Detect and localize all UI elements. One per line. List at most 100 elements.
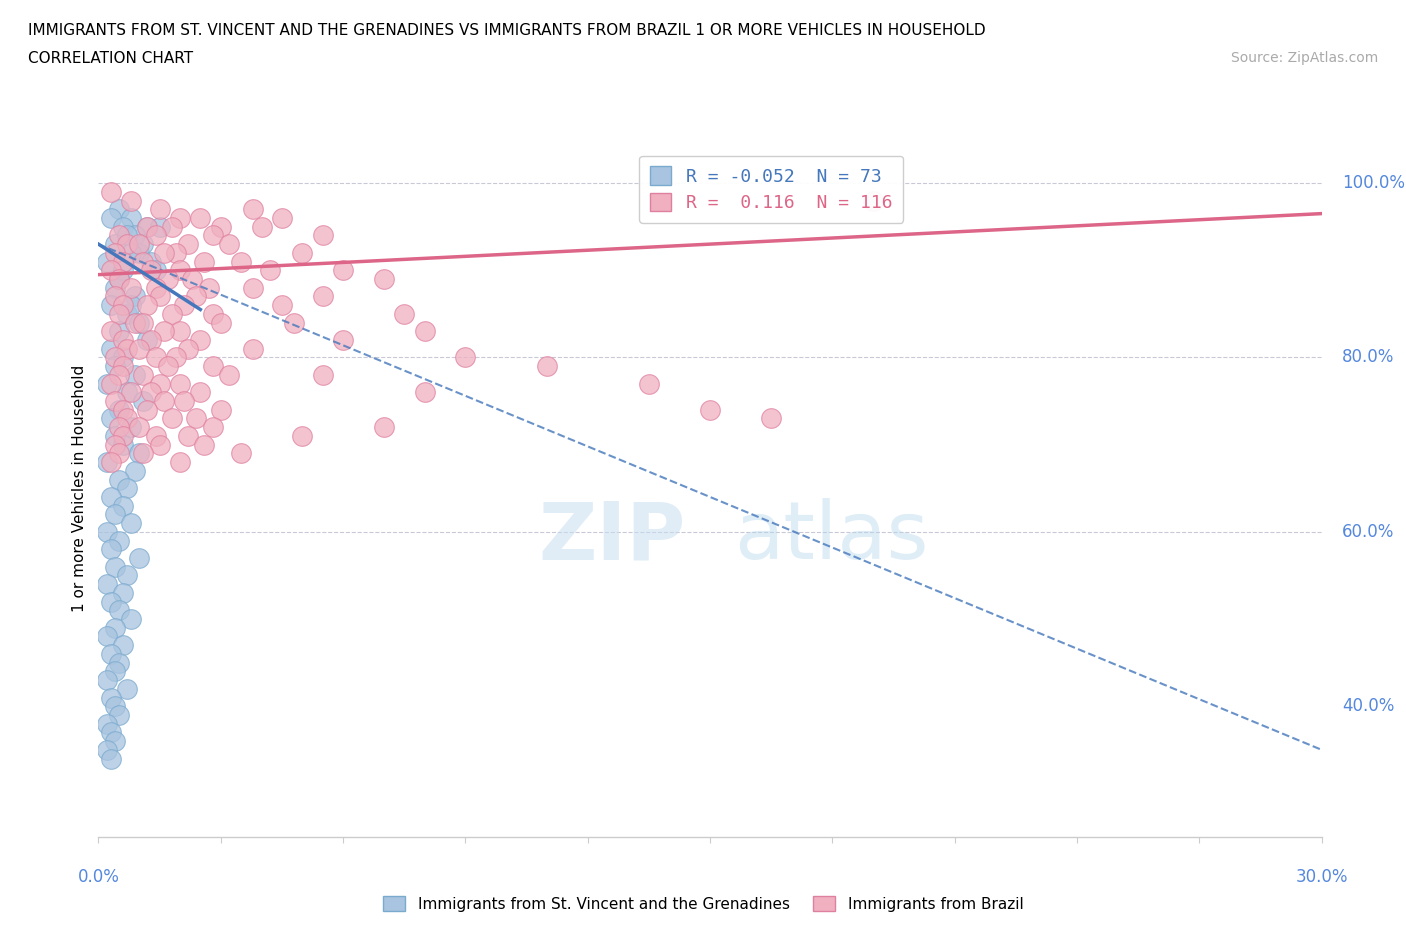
Point xyxy=(152,393,174,408)
Point xyxy=(104,664,127,679)
Point xyxy=(104,507,127,522)
Point xyxy=(111,359,134,374)
Point xyxy=(332,333,354,348)
Text: 40.0%: 40.0% xyxy=(1341,698,1395,715)
Point xyxy=(115,341,138,356)
Point xyxy=(699,403,721,418)
Point xyxy=(108,708,131,723)
Point xyxy=(132,254,155,269)
Point xyxy=(100,263,122,278)
Point xyxy=(132,315,155,330)
Point xyxy=(111,437,134,452)
Point xyxy=(115,228,138,243)
Point xyxy=(173,298,195,312)
Point xyxy=(373,272,395,286)
Point xyxy=(108,272,131,286)
Point xyxy=(128,341,150,356)
Point xyxy=(108,228,131,243)
Point xyxy=(209,403,232,418)
Point xyxy=(104,698,127,713)
Point xyxy=(132,393,155,408)
Point xyxy=(145,228,167,243)
Point xyxy=(132,445,155,460)
Point xyxy=(128,237,150,252)
Point xyxy=(259,263,281,278)
Point xyxy=(145,429,167,444)
Point xyxy=(104,280,127,295)
Point xyxy=(100,489,122,504)
Point xyxy=(120,419,142,434)
Point xyxy=(104,437,127,452)
Point xyxy=(136,219,159,234)
Point xyxy=(177,237,200,252)
Point xyxy=(124,289,146,304)
Point xyxy=(136,219,159,234)
Point xyxy=(242,341,264,356)
Point xyxy=(283,315,305,330)
Point xyxy=(536,359,558,374)
Point xyxy=(141,385,163,400)
Point xyxy=(201,419,224,434)
Point xyxy=(100,341,122,356)
Point xyxy=(149,376,172,391)
Point xyxy=(100,210,122,225)
Point xyxy=(169,455,191,470)
Point xyxy=(128,315,150,330)
Point xyxy=(115,237,138,252)
Point xyxy=(100,376,122,391)
Point xyxy=(201,228,224,243)
Point xyxy=(242,280,264,295)
Point xyxy=(160,411,183,426)
Point xyxy=(218,367,240,382)
Point xyxy=(108,272,131,286)
Point xyxy=(100,455,122,470)
Point xyxy=(108,655,131,670)
Point xyxy=(104,359,127,374)
Text: 60.0%: 60.0% xyxy=(1341,523,1395,541)
Point xyxy=(188,385,212,400)
Point xyxy=(149,289,172,304)
Point xyxy=(136,403,159,418)
Point xyxy=(111,586,134,601)
Point xyxy=(160,219,183,234)
Point xyxy=(108,403,131,418)
Point xyxy=(115,385,138,400)
Point xyxy=(312,289,335,304)
Point xyxy=(181,272,204,286)
Point xyxy=(104,620,127,635)
Text: 100.0%: 100.0% xyxy=(1341,174,1405,193)
Point xyxy=(862,193,884,208)
Point xyxy=(108,202,131,217)
Point xyxy=(169,210,191,225)
Point xyxy=(104,350,127,365)
Point xyxy=(201,359,224,374)
Point xyxy=(231,445,253,460)
Point xyxy=(115,568,138,583)
Point xyxy=(149,202,172,217)
Point xyxy=(177,429,200,444)
Point xyxy=(156,359,179,374)
Point xyxy=(128,246,150,260)
Point xyxy=(120,280,142,295)
Text: 30.0%: 30.0% xyxy=(1295,868,1348,885)
Point xyxy=(104,734,127,749)
Point xyxy=(152,246,174,260)
Point xyxy=(124,367,146,382)
Point xyxy=(108,367,131,382)
Point xyxy=(100,725,122,740)
Point xyxy=(149,437,172,452)
Point xyxy=(250,219,273,234)
Point xyxy=(209,315,232,330)
Point xyxy=(108,324,131,339)
Point xyxy=(128,445,150,460)
Point xyxy=(108,419,131,434)
Point xyxy=(120,515,142,530)
Point xyxy=(141,254,163,269)
Point xyxy=(136,298,159,312)
Text: IMMIGRANTS FROM ST. VINCENT AND THE GRENADINES VS IMMIGRANTS FROM BRAZIL 1 OR MO: IMMIGRANTS FROM ST. VINCENT AND THE GREN… xyxy=(28,23,986,38)
Point xyxy=(637,376,661,391)
Point xyxy=(332,263,354,278)
Point xyxy=(96,716,118,731)
Legend: Immigrants from St. Vincent and the Grenadines, Immigrants from Brazil: Immigrants from St. Vincent and the Gren… xyxy=(377,889,1029,918)
Point xyxy=(104,237,127,252)
